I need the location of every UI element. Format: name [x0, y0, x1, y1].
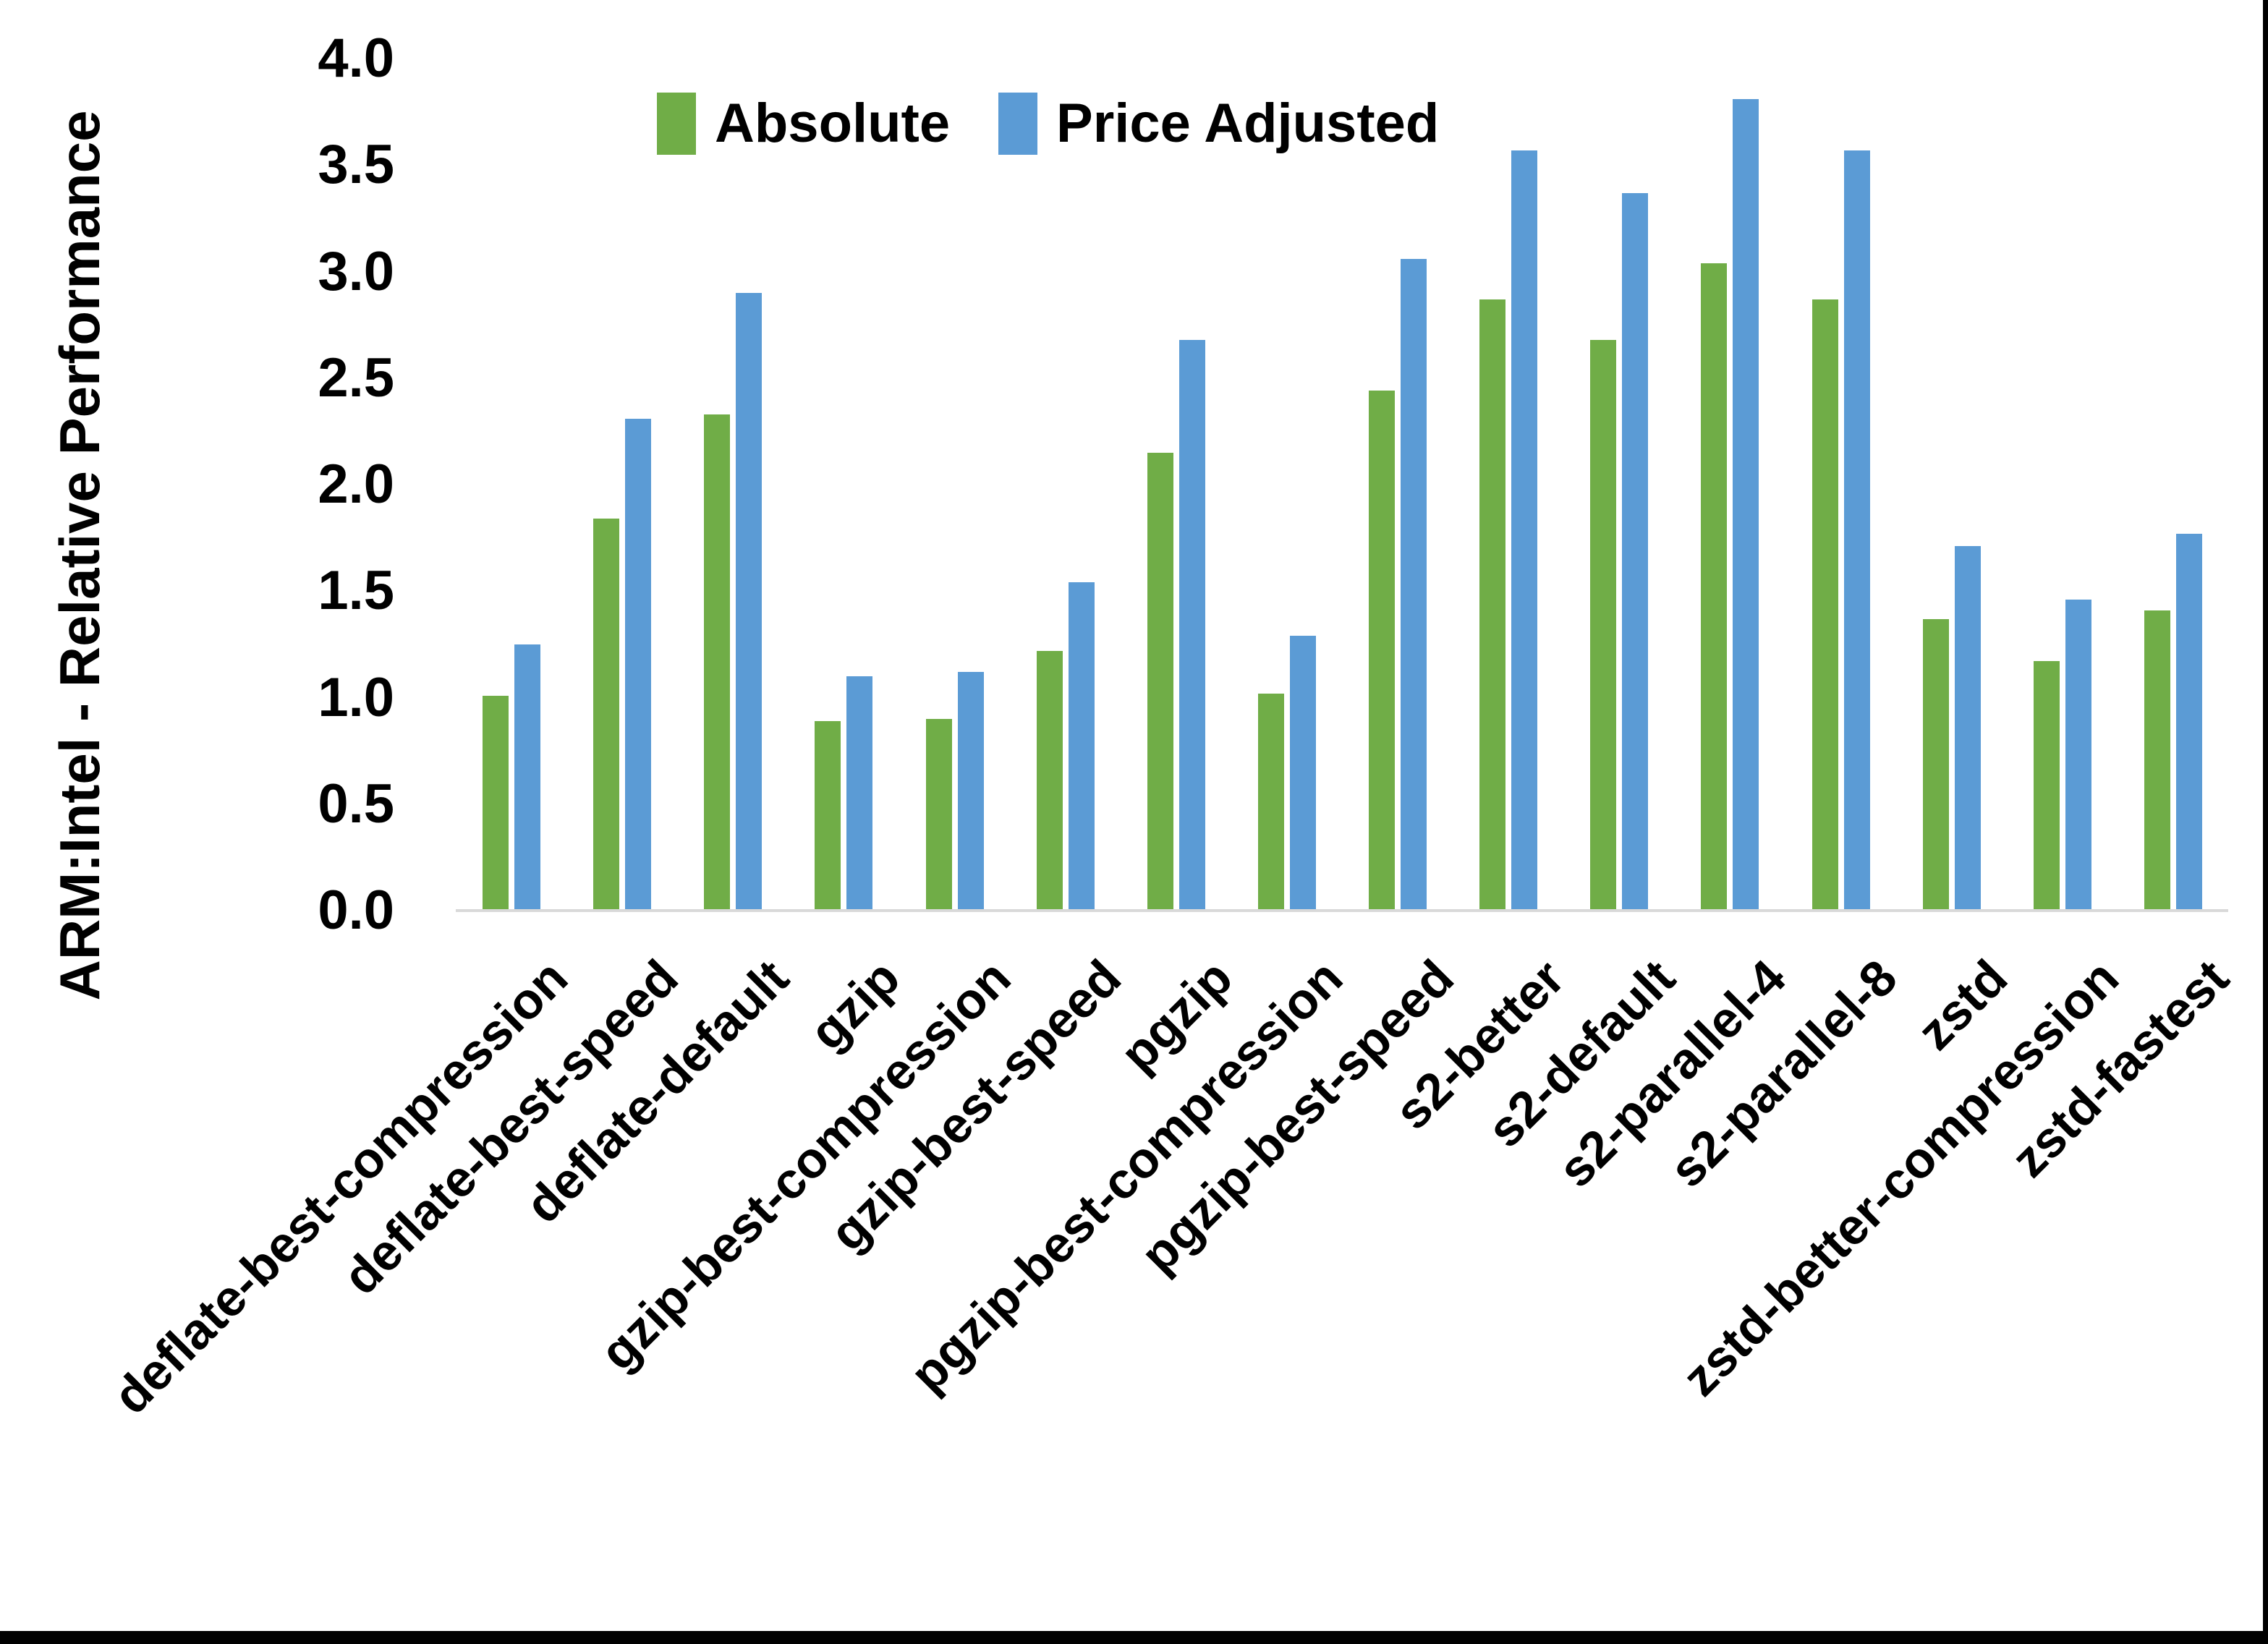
legend-item-price-adjusted: Price Adjusted [998, 93, 1439, 155]
bar-absolute-deflate-best-speed [593, 519, 620, 911]
frame-bottom-edge [0, 1631, 2268, 1644]
plot-area [456, 59, 2228, 911]
legend-swatch-absolute [657, 93, 696, 155]
bar-absolute-s2-parallel-8 [1812, 299, 1838, 911]
bar-price-adjusted-gzip-best-speed [1068, 582, 1095, 911]
legend-swatch-price-adjusted [998, 93, 1037, 155]
bar-absolute-gzip-best-compression [925, 718, 952, 911]
y-tick-label-4.0: 4.0 [318, 27, 394, 89]
bar-price-adjusted-gzip-best-compression [957, 672, 984, 911]
y-tick-label-2.5: 2.5 [318, 346, 394, 409]
bar-price-adjusted-zstd-better-compression [2065, 600, 2091, 911]
bar-price-adjusted-s2-better [1511, 150, 1538, 911]
bar-price-adjusted-gzip [846, 676, 873, 911]
bar-absolute-s2-parallel-4 [1701, 263, 1728, 911]
bar-price-adjusted-deflate-best-compression [514, 644, 540, 911]
bar-absolute-pgzip-best-compression [1257, 693, 1284, 911]
bar-price-adjusted-s2-default [1622, 192, 1649, 911]
y-tick-label-1.0: 1.0 [318, 666, 394, 728]
y-tick-label-3.5: 3.5 [318, 134, 394, 196]
bar-absolute-s2-better [1479, 299, 1506, 911]
legend-label-absolute: Absolute [715, 93, 951, 154]
bar-absolute-deflate-best-compression [483, 695, 509, 911]
bar-absolute-zstd-fastest [2144, 610, 2170, 911]
y-tick-label-0.0: 0.0 [318, 880, 394, 941]
y-tick-label-1.5: 1.5 [318, 560, 394, 622]
bar-absolute-pgzip [1147, 452, 1173, 911]
x-tick-label-deflate-best-compression: deflate-best-compression [102, 949, 578, 1425]
bar-price-adjusted-s2-parallel-4 [1733, 98, 1759, 911]
bar-absolute-gzip [815, 720, 841, 911]
bar-price-adjusted-pgzip [1178, 339, 1205, 911]
bar-absolute-s2-default [1590, 339, 1617, 911]
y-tick-label-2.0: 2.0 [318, 453, 394, 515]
x-axis-line [456, 909, 2228, 912]
bar-price-adjusted-deflate-best-speed [625, 418, 652, 911]
y-tick-label-0.5: 0.5 [318, 772, 394, 835]
bar-absolute-deflate-default [704, 414, 731, 911]
bar-absolute-zstd-better-compression [2033, 661, 2060, 911]
legend-label-price-adjusted: Price Adjusted [1056, 93, 1440, 154]
legend-item-absolute: Absolute [657, 93, 950, 155]
frame-right-edge [2263, 0, 2268, 1644]
bar-absolute-gzip-best-speed [1036, 650, 1063, 911]
bar-price-adjusted-s2-parallel-8 [1843, 150, 1870, 911]
bar-absolute-zstd [1922, 618, 1949, 911]
bar-price-adjusted-zstd-fastest [2175, 533, 2202, 911]
bar-price-adjusted-pgzip-best-speed [1401, 258, 1427, 911]
bar-absolute-pgzip-best-speed [1369, 391, 1395, 911]
bar-price-adjusted-pgzip-best-compression [1289, 636, 1316, 911]
y-tick-label-3.0: 3.0 [318, 240, 394, 302]
bar-price-adjusted-deflate-default [736, 292, 763, 911]
bar-price-adjusted-zstd [1954, 546, 1981, 911]
